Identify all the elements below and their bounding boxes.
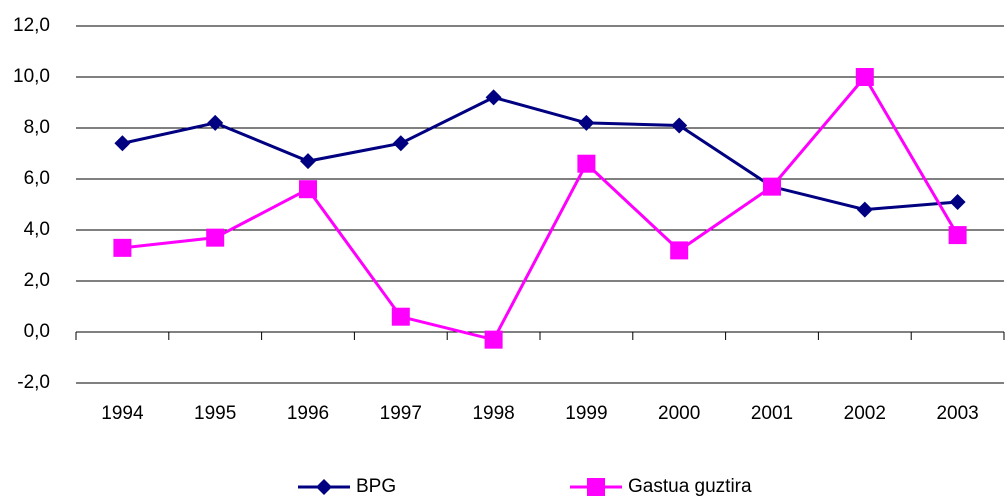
y-tick-label: 10,0: [13, 66, 50, 87]
x-tick-label: 1994: [101, 403, 144, 424]
y-tick-label: 6,0: [24, 168, 50, 189]
marker: [484, 330, 503, 349]
legend-label: Gastua guztira: [628, 476, 752, 497]
marker: [670, 241, 689, 260]
series-line: [122, 74, 959, 342]
y-tick-label: -2,0: [17, 372, 50, 393]
marker: [856, 201, 873, 218]
marker: [113, 238, 132, 257]
marker: [948, 226, 967, 245]
x-tick-label: 2000: [658, 403, 700, 424]
marker: [855, 68, 874, 86]
legend-marker: [587, 478, 605, 496]
series-line: [122, 95, 958, 212]
y-tick-label: 4,0: [24, 219, 50, 240]
marker: [206, 228, 225, 247]
marker: [485, 89, 502, 106]
x-tick-label: 2001: [751, 403, 793, 424]
x-tick-label: 1999: [565, 403, 607, 424]
marker: [391, 307, 410, 326]
marker: [949, 193, 966, 210]
marker: [671, 117, 688, 134]
marker: [299, 180, 317, 199]
marker: [392, 135, 409, 152]
y-tick-label: 0,0: [24, 321, 50, 342]
x-tick-label: 2003: [936, 403, 978, 424]
x-tick-label: 2002: [844, 403, 886, 424]
marker: [300, 153, 316, 170]
legend-marker: [316, 479, 332, 495]
marker: [577, 154, 596, 173]
marker: [207, 114, 224, 131]
marker: [578, 114, 595, 131]
y-tick-label: 12,0: [13, 15, 50, 36]
x-tick-label: 1996: [287, 403, 329, 424]
y-tick-label: 8,0: [24, 117, 50, 138]
marker: [114, 135, 131, 152]
x-tick-label: 1997: [380, 403, 422, 424]
y-tick-label: 2,0: [24, 270, 50, 291]
x-tick-label: 1998: [472, 403, 514, 424]
legend-label: BPG: [356, 476, 396, 497]
x-tick-label: 1995: [194, 403, 236, 424]
marker: [763, 177, 781, 196]
